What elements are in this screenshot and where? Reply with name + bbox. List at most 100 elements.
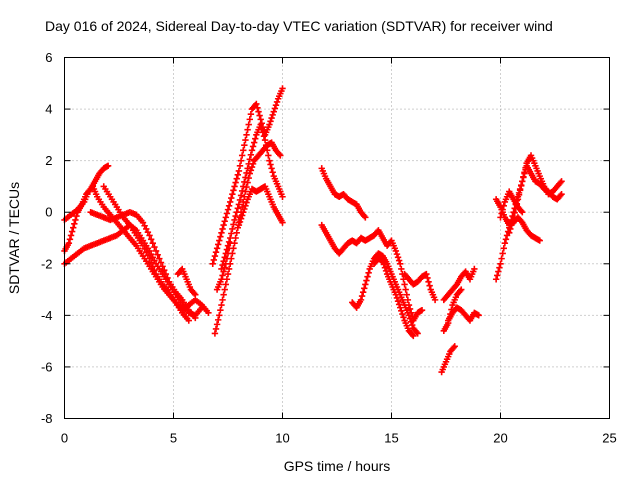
data-point [558,190,565,198]
series-track-15 [370,255,417,340]
data-point [209,260,216,267]
data-point [225,238,233,246]
data-point [406,305,414,313]
data-point [243,169,250,177]
data-point [212,248,220,256]
data-point [146,255,153,262]
data-point [268,165,275,172]
data-point [214,241,222,248]
data-point [192,291,199,298]
x-tick-label: 25 [602,431,616,446]
data-point [359,288,367,296]
data-point [363,277,370,284]
data-point [522,164,529,171]
data-point [229,190,236,198]
data-point [414,330,421,337]
data-point [236,196,244,204]
data-point [409,331,416,338]
data-point [499,206,506,213]
data-point [267,118,274,125]
data-point [447,310,454,318]
plot-frame [64,57,610,419]
data-point [508,221,515,229]
data-point [191,290,198,297]
y-tick-label: -4 [41,308,53,323]
data-point [245,121,252,128]
data-point [235,167,243,175]
data-point [221,218,228,225]
data-point [520,173,527,180]
data-point [151,243,158,251]
data-point [498,210,505,217]
data-point [247,167,255,174]
data-point [402,286,409,293]
data-point [147,236,155,243]
data-point [277,152,284,159]
data-point [502,236,510,243]
data-point [423,270,430,278]
data-point [236,218,244,226]
data-point [223,276,231,283]
data-point [536,237,543,244]
data-point [270,108,277,115]
data-point [515,191,523,199]
data-point [500,245,507,252]
data-point [255,108,262,115]
data-point [516,187,524,194]
y-tick-label: 2 [45,153,52,168]
data-point [475,312,482,319]
series-track-21 [492,162,565,283]
data-point [392,247,400,255]
data-point [144,252,152,259]
data-point [380,261,388,268]
data-point [235,221,243,229]
data-point [238,212,246,219]
data-point [248,163,256,171]
data-point [379,258,386,265]
data-point [400,276,407,283]
data-point [220,291,227,298]
data-point [425,278,432,286]
x-tick-label: 10 [275,431,289,446]
data-point [518,218,525,225]
data-point [260,132,268,140]
series-track-24 [497,188,526,221]
data-point [225,265,233,273]
data-point [230,221,237,228]
data-point [211,330,219,337]
data-point [501,239,509,247]
data-point [269,169,276,176]
data-point [70,224,77,231]
data-point [458,286,465,293]
data-point [452,282,460,289]
y-tick-label: -8 [41,411,53,426]
data-point [221,264,228,271]
data-point [362,281,369,288]
data-point [228,230,235,237]
data-point [409,321,416,329]
data-point [241,141,248,149]
data-point [510,214,517,221]
data-point [234,171,242,179]
data-point [395,257,403,264]
data-point [233,229,240,237]
data-point [149,263,156,270]
data-point [221,286,228,293]
data-point [139,219,147,226]
data-point [237,192,245,199]
data-point [232,234,239,242]
data-point [497,214,504,221]
data-point [143,248,150,256]
data-point [246,156,253,163]
data-point [249,143,257,150]
data-point [357,296,365,304]
data-point [246,116,253,123]
data-point [72,216,79,224]
data-point [257,121,264,128]
data-point [276,150,283,158]
chart-title: Day 016 of 2024, Sidereal Day-to-day VTE… [45,18,553,34]
data-point [266,121,273,128]
data-point [219,225,226,233]
data-point [241,205,248,213]
data-point [151,267,158,274]
